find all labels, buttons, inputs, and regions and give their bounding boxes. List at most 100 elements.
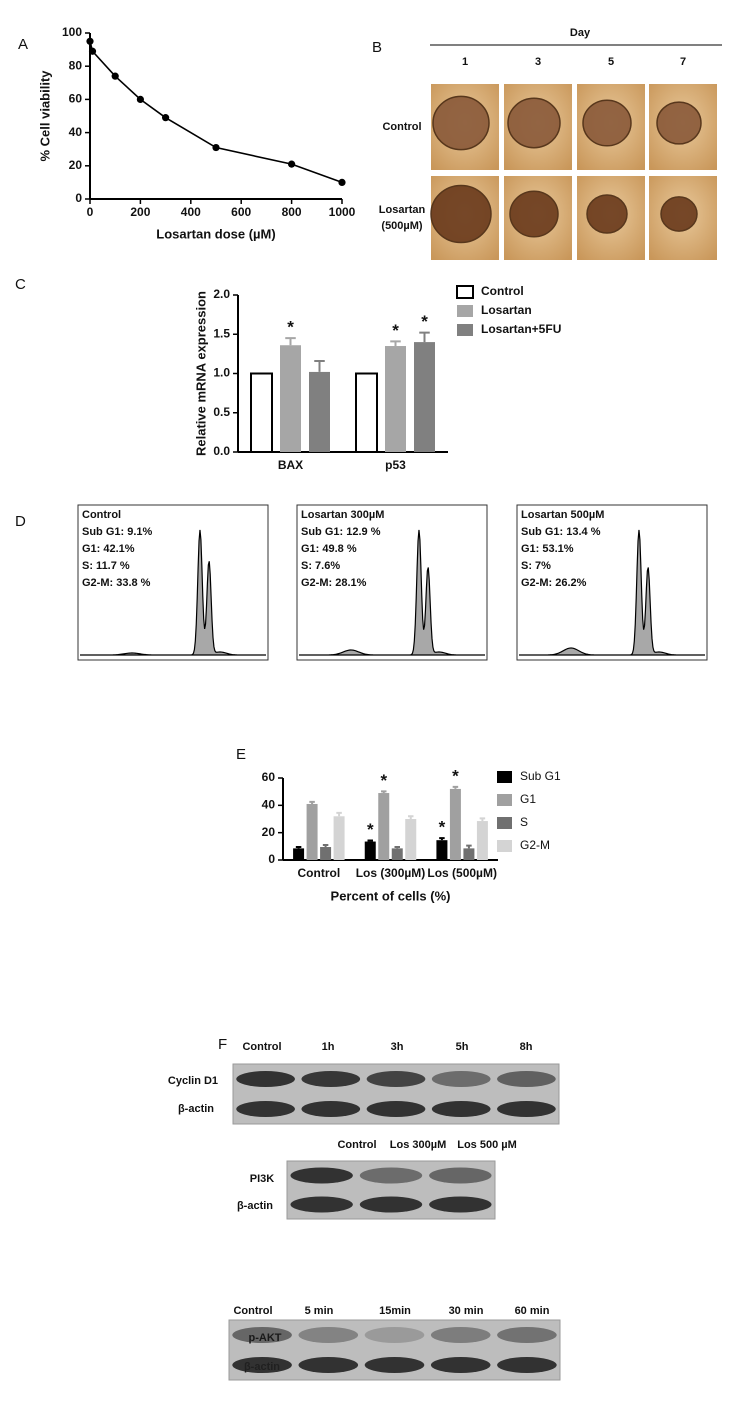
bar [378,793,390,860]
error-bar [309,800,315,804]
bar [391,848,403,860]
panel-letter: E [236,746,246,763]
data-point [86,37,94,45]
blot-band [298,1327,359,1343]
spheroid [582,99,632,147]
day-label: 1 [462,56,468,68]
stat-label: Sub G1: 9.1% [82,526,153,538]
error-bar [336,811,342,817]
bar [405,819,417,860]
y-tick-label: 80 [69,58,83,72]
row-label: Control [382,121,421,133]
legend-label: Losartan [481,303,532,317]
x-axis-title: Percent of cells (%) [331,888,451,903]
error-bar [439,837,445,841]
x-tick-label: p53 [385,458,406,472]
data-point [136,95,144,103]
error-bar [390,340,401,347]
error-bar [381,790,387,794]
blot-band [366,1101,426,1117]
data-point [288,160,296,168]
x-tick-label: 200 [130,205,150,219]
bar [309,371,330,452]
error-bar [295,846,302,849]
blot-band [359,1196,423,1213]
x-tick-label: Control [298,866,341,880]
panel-letter: B [372,39,382,56]
y-tick-label: 0.0 [213,444,230,458]
blot-band [430,1327,491,1343]
row-label: Cyclin D1 [168,1075,218,1087]
data-point [162,114,170,122]
legend-swatch [497,794,512,806]
bar [364,841,376,860]
bar [463,848,475,860]
error-bar [367,839,373,842]
spheroid [509,190,559,238]
significance-marker: * [392,321,399,340]
x-tick-label: BAX [278,458,303,472]
lane-label: 15min [379,1305,411,1317]
blot-band [497,1071,556,1087]
histogram-trace [299,529,485,656]
bar [355,372,378,453]
error-bar [419,331,430,343]
significance-marker: * [421,312,428,331]
x-tick-label: 400 [181,205,201,219]
y-tick-label: 60 [262,770,276,784]
row-label: Losartan [379,204,426,216]
y-tick-label: 0 [75,191,82,205]
legend-swatch [497,771,512,783]
day-label: 5 [608,56,614,68]
legend-label: Control [481,284,524,298]
blot-band [429,1196,492,1213]
error-bar [408,815,414,819]
y-axis-title: % Cell viability [37,70,52,162]
blot-band [429,1167,492,1184]
histogram-trace [80,529,266,656]
bar [306,803,318,860]
row-label: PI3K [250,1173,275,1185]
x-tick-label: 1000 [329,205,356,219]
y-tick-label: 40 [262,798,276,812]
lane-label: 8h [520,1041,533,1053]
x-tick-label: 800 [282,205,302,219]
legend-swatch [456,285,474,299]
lane-label: Control [233,1305,272,1317]
blot-band [497,1327,557,1343]
stat-label: G1: 49.8 % [301,543,357,555]
histogram-trace [519,529,705,656]
y-tick-label: 1.0 [213,366,230,380]
legend-swatch [497,840,512,852]
lane-label: 5h [456,1041,469,1053]
significance-marker: * [367,820,374,839]
data-point [338,178,346,186]
legend-swatch [457,324,473,336]
bar [436,840,448,860]
stat-label: S: 11.7 % [82,560,130,572]
lane-label: Los 500 µM [457,1139,517,1151]
day-label: 7 [680,56,686,68]
x-tick-label: Los (300µM) [356,866,426,880]
stat-label: G1: 42.1% [82,543,135,555]
significance-marker: * [439,818,446,837]
x-axis-title: Losartan dose (µM) [156,226,275,241]
stat-label: G2-M: 26.2% [521,577,587,589]
blot-band [232,1327,292,1343]
lane-label: 60 min [515,1305,550,1317]
error-bar [322,843,329,848]
stat-label: Sub G1: 12.9 % [301,526,381,538]
legend-label: G1 [520,792,536,806]
blot-band [364,1357,425,1373]
panel-letter: F [218,1036,227,1053]
x-tick-label: Los (500µM) [427,866,497,880]
blot-band [366,1071,426,1087]
significance-marker: * [380,771,387,790]
blot-band [301,1071,361,1087]
blot-band [298,1357,359,1373]
stat-label: S: 7.6% [301,560,340,572]
y-tick-label: 0.5 [213,405,230,419]
lane-label: 1h [322,1041,335,1053]
blot-band [290,1196,353,1213]
